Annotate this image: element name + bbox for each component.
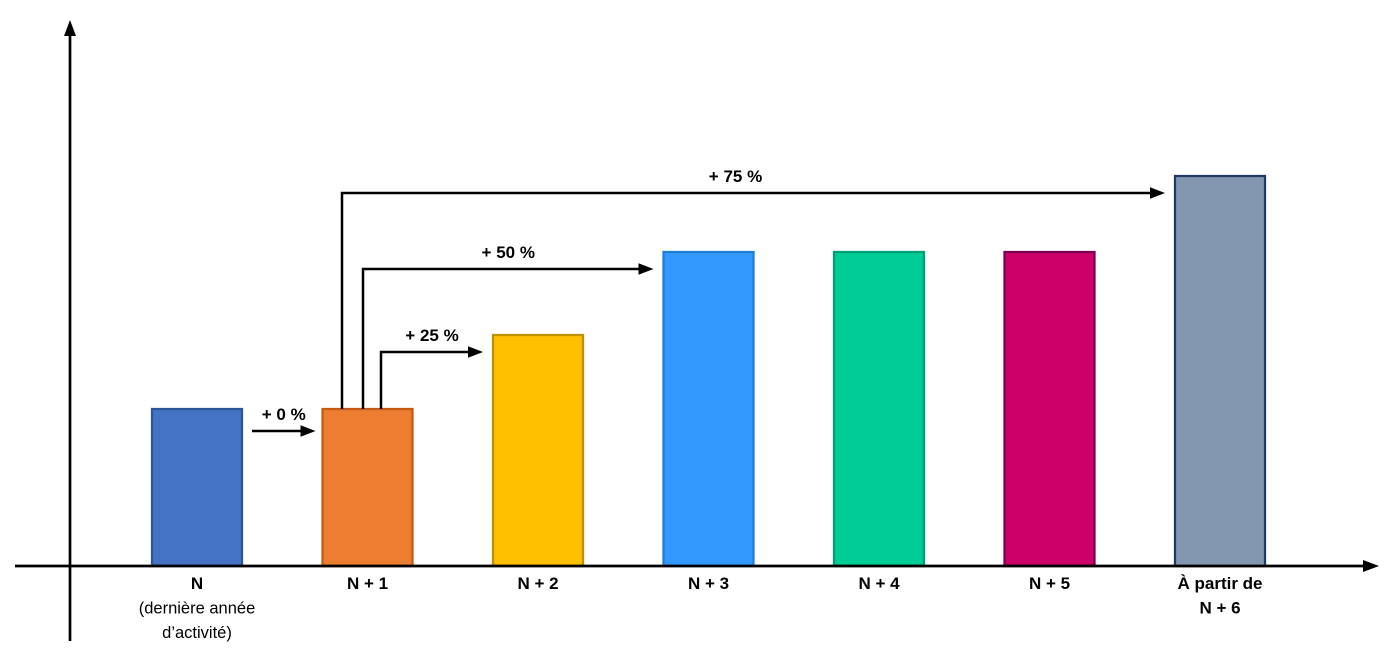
bar-0 [150, 407, 244, 568]
growth-arrow-head-icon [638, 263, 654, 275]
category-label-0: N [191, 574, 203, 593]
category-label-1: N + 1 [347, 574, 388, 593]
bar-5 [1003, 250, 1096, 568]
growth-arrow-label: + 50 % [482, 243, 535, 262]
growth-arrow-head-icon [300, 425, 316, 437]
category-label-6: À partir de [1177, 574, 1262, 593]
bar-2 [491, 333, 585, 568]
bar-6 [1173, 174, 1267, 568]
category-label-2: N + 2 [517, 574, 558, 593]
category-label-5: N + 5 [1029, 574, 1070, 593]
bar-3 [662, 250, 755, 568]
category-label-6: N + 6 [1199, 599, 1240, 618]
growth-arrow-head-icon [1150, 187, 1165, 199]
category-label-3: N + 3 [688, 574, 729, 593]
growth-arrow-label: + 0 % [262, 405, 306, 424]
growth-arrow-label: + 75 % [709, 167, 762, 186]
growth-arrow [340, 191, 1153, 409]
category-label-4: N + 4 [858, 574, 900, 593]
bar-1 [321, 407, 414, 568]
growth-arrow-label: + 25 % [405, 326, 458, 345]
category-label-0: (dernière année [139, 600, 256, 618]
category-label-0: d’activité) [162, 624, 232, 642]
growth-arrow [361, 267, 642, 409]
x-axis-arrowhead-icon [1363, 560, 1379, 572]
bar-4 [832, 250, 926, 568]
y-axis-arrowhead-icon [64, 20, 76, 36]
growth-arrow-head-icon [468, 346, 483, 358]
growth-arrow [379, 350, 471, 409]
